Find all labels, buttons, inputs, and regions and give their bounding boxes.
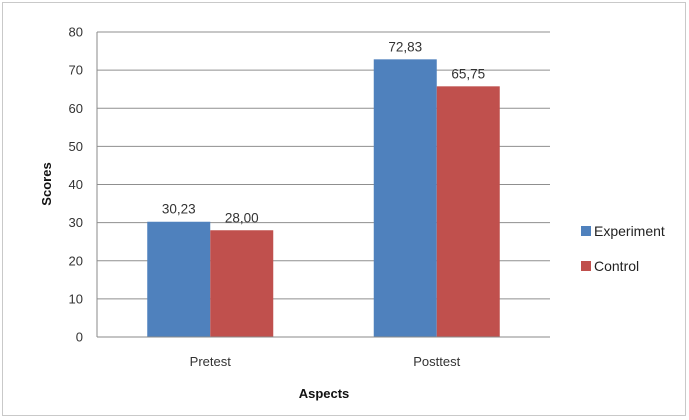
y-axis-title: Scores bbox=[39, 162, 54, 205]
data-label: 65,75 bbox=[451, 66, 485, 81]
data-label: 30,23 bbox=[162, 202, 196, 217]
y-tick-label: 0 bbox=[76, 330, 83, 345]
y-axis-ticks: 0 10 20 30 40 50 60 70 80 bbox=[69, 25, 83, 345]
x-tick-label: Posttest bbox=[413, 354, 460, 369]
legend-label-experiment: Experiment bbox=[594, 223, 665, 239]
y-tick-label: 10 bbox=[69, 291, 83, 306]
legend: Experiment Control bbox=[581, 223, 665, 274]
y-tick-label: 20 bbox=[69, 253, 83, 268]
y-tick-label: 60 bbox=[69, 101, 83, 116]
bar-control-pretest bbox=[210, 230, 274, 337]
x-axis-title: Aspects bbox=[299, 386, 350, 401]
x-axis-ticks: Pretest Posttest bbox=[190, 354, 461, 369]
legend-swatch-experiment bbox=[581, 226, 591, 236]
data-label: 28,00 bbox=[225, 210, 259, 225]
bars bbox=[147, 59, 500, 337]
y-tick-label: 40 bbox=[69, 177, 83, 192]
bar-experiment-pretest bbox=[147, 221, 211, 337]
legend-swatch-control bbox=[581, 261, 591, 271]
bar-control-posttest bbox=[436, 86, 500, 337]
legend-label-control: Control bbox=[594, 258, 639, 274]
y-tick-label: 30 bbox=[69, 215, 83, 230]
y-tick-label: 50 bbox=[69, 139, 83, 154]
x-tick-label: Pretest bbox=[190, 354, 232, 369]
y-tick-label: 80 bbox=[69, 25, 83, 40]
data-label: 72,83 bbox=[388, 39, 422, 54]
y-tick-label: 70 bbox=[69, 63, 83, 78]
chart-frame bbox=[2, 2, 686, 416]
bar-experiment-posttest bbox=[373, 59, 437, 337]
data-labels: 30,23 28,00 72,83 65,75 bbox=[162, 39, 485, 225]
